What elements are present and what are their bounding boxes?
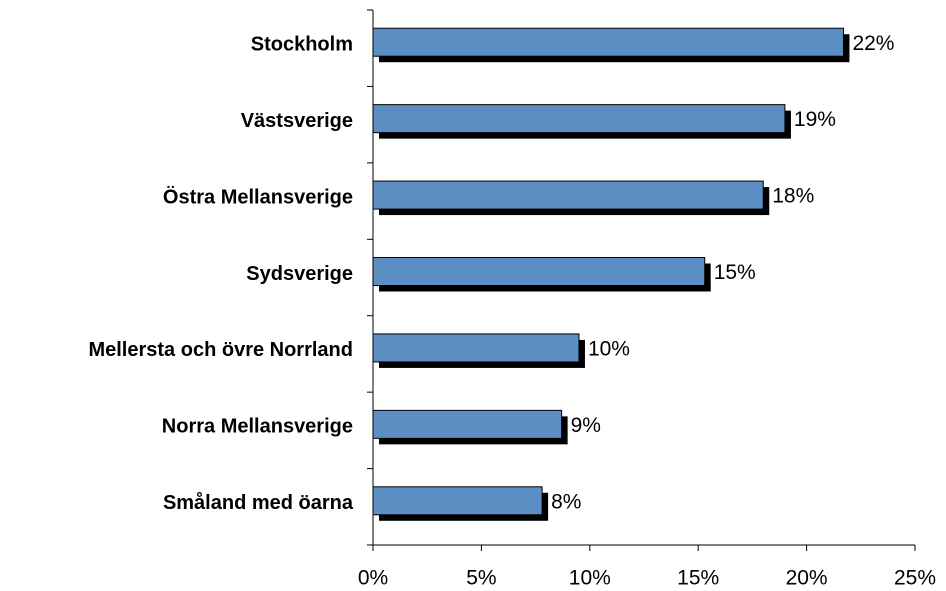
- x-tick-label: 25%: [894, 567, 936, 590]
- category-label: Småland med öarna: [163, 491, 354, 514]
- x-tick-label: 10%: [569, 567, 611, 590]
- x-tick-label: 20%: [786, 567, 828, 590]
- x-tick-label: 0%: [358, 567, 388, 590]
- value-label: 22%: [852, 32, 894, 55]
- category-label: Östra Mellansverige: [163, 185, 353, 208]
- value-label: 9%: [571, 414, 601, 437]
- bar: [372, 486, 543, 516]
- x-tick-label: 5%: [466, 567, 496, 590]
- value-label: 18%: [772, 185, 814, 208]
- value-label: 15%: [714, 261, 756, 284]
- x-tick-label: 15%: [677, 567, 719, 590]
- bar: [372, 180, 764, 210]
- value-label: 8%: [551, 490, 581, 513]
- category-label: Stockholm: [251, 33, 353, 55]
- category-label: Västsverige: [241, 110, 353, 132]
- bar: [372, 27, 844, 57]
- value-label: 19%: [794, 108, 836, 131]
- bar: [372, 257, 706, 286]
- bar: [372, 333, 580, 363]
- bar: [372, 409, 563, 439]
- category-label: Norra Mellansverige: [162, 416, 353, 438]
- bar: [372, 104, 786, 134]
- category-label: Sydsverige: [246, 263, 353, 285]
- value-label: 10%: [588, 337, 630, 360]
- category-label: Mellersta och övre Norrland: [88, 339, 353, 361]
